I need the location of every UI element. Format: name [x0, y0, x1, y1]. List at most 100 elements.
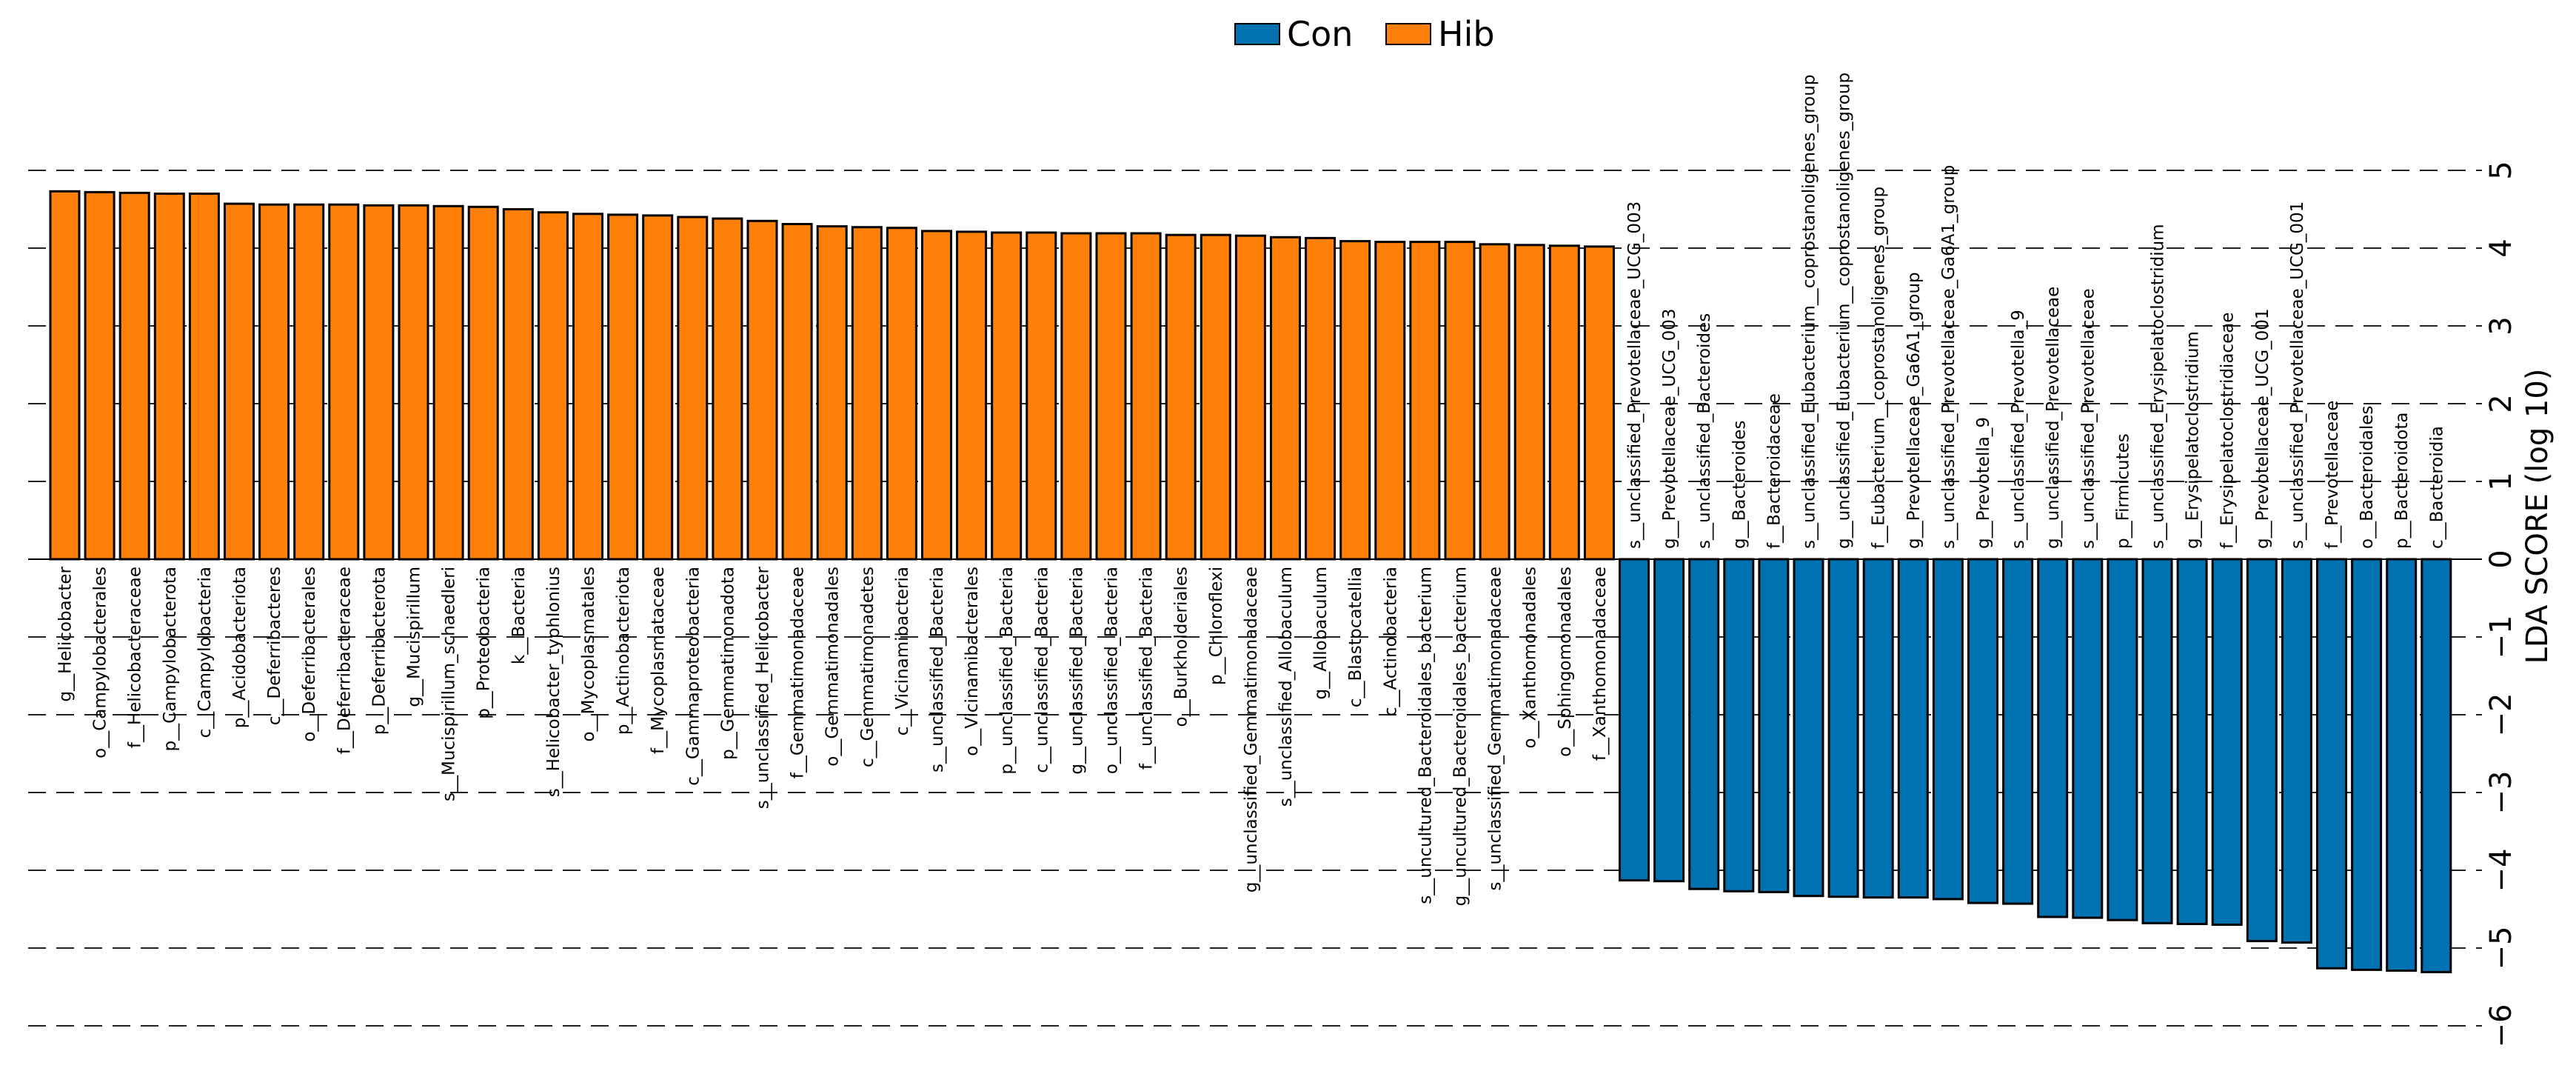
y-axis: LDA SCORE (log 10) 5 4 3 2 1 0 −1 −2 −3 −4 −5 −6	[2484, 161, 2555, 1047]
bar-label: f__Helicobacteraceae	[126, 567, 145, 748]
bar-hib	[49, 190, 81, 561]
bar-label: o__Campylobacterales	[91, 567, 110, 758]
bar-con	[1619, 558, 1650, 882]
y-tick-label: −5	[2484, 927, 2518, 970]
bar-con	[1932, 558, 1964, 901]
bar-con	[2316, 558, 2347, 970]
bar-con	[2037, 558, 2069, 918]
bar-label: p__unclassified_Bacteria	[997, 567, 1017, 775]
bar-hib	[1374, 241, 1406, 561]
bar-label: o__Mycoplasmatales	[579, 567, 598, 741]
bar-con	[2072, 558, 2104, 919]
bar-label: f__Gemmatimonadaceae	[789, 567, 808, 778]
bar-label: g__unclassified_Gemmatimonadaceae	[1242, 567, 1261, 892]
bar-hib	[293, 203, 325, 561]
bar-con	[2176, 558, 2208, 925]
y-tick-label: 5	[2484, 161, 2518, 179]
bar-hib	[1165, 233, 1197, 561]
bar-hib	[432, 204, 464, 561]
y-tick-label: −6	[2484, 1004, 2518, 1048]
bar-label: g__Mucispirillum	[405, 567, 424, 707]
bar-hib	[363, 204, 395, 561]
bar-label: s__unclassified_Eubacterium__coprostanol…	[1800, 75, 1819, 549]
bar-hib	[224, 202, 255, 561]
bar-label: f__Prevotellaceae	[2323, 401, 2342, 549]
bar-hib	[921, 230, 952, 561]
y-tick-label: 1	[2484, 472, 2518, 490]
bar-con	[1793, 558, 1824, 898]
bar-con	[2351, 558, 2383, 971]
bar-label: c__Gemmatimonadetes	[858, 567, 877, 767]
bar-hib	[1583, 245, 1615, 561]
bar-label: p__Proteobacteria	[475, 567, 494, 719]
bar-label: g__Erysipelatoclostridium	[2184, 331, 2203, 549]
legend-label-hib: Hib	[1438, 14, 1495, 54]
bar-label: g__Bacteroides	[1730, 421, 1749, 549]
bar-hib	[1339, 240, 1371, 561]
bar-hib	[746, 219, 778, 561]
legend-label-con: Con	[1287, 14, 1353, 54]
bar-hib	[328, 203, 360, 561]
bar-label: s__unclassified_Prevotella_9	[2009, 310, 2028, 549]
bar-con	[1653, 558, 1685, 883]
bar-labels: g__Helicobacter o__Campylobacterales f__He…	[56, 73, 2447, 906]
bar-hib	[398, 204, 429, 561]
y-tick-label: −2	[2484, 693, 2518, 737]
bar-con	[2211, 558, 2243, 926]
bar-hib	[1026, 231, 1057, 561]
bar-label: o__Xanthomonadales	[1521, 567, 1540, 749]
bar-label: s__unclassified_Gemmatimonadaceae	[1486, 567, 1505, 891]
bar-label: s__unclassified_Bacteroides	[1695, 313, 1714, 549]
bar-hib	[1200, 233, 1231, 561]
bar-con	[1967, 558, 1998, 904]
bar-hib	[1234, 234, 1266, 561]
bar-con	[1688, 558, 1720, 890]
y-tick-label: 0	[2484, 550, 2518, 568]
bar-hib	[153, 193, 185, 561]
bar-hib	[642, 214, 674, 561]
bar-hib	[886, 227, 917, 561]
bar-con	[1723, 558, 1755, 892]
bar-hib	[118, 191, 150, 561]
y-tick-label: 3	[2484, 316, 2518, 335]
bar-label: s__Mucispirillum_schaedleri	[440, 567, 459, 801]
bar-hib	[607, 213, 639, 561]
bar-label: c__Actinobacteria	[1381, 567, 1400, 716]
bar-label: c__Bacteroidia	[2427, 426, 2446, 549]
bar-hib	[677, 216, 709, 561]
bar-label: s__unclassified_Prevotellaceae	[2078, 288, 2098, 549]
bar-label: c__Gammaproteobacteria	[683, 567, 703, 786]
bar-label: o__unclassified_Bacteria	[1103, 567, 1122, 774]
bar-con	[1758, 558, 1790, 893]
bar-hib	[537, 211, 569, 561]
bar-label: g__Prevotellaceae_Ga6A1_group	[1904, 272, 1924, 549]
bar-label: p__Campylobacterota	[161, 567, 180, 751]
bar-hib	[816, 225, 848, 561]
bar-label: s__unclassified_Prevotellaceae_UCG_001	[2288, 201, 2307, 549]
bar-hib	[1060, 232, 1092, 561]
bar-label: o__Vicinamibacterales	[963, 567, 982, 756]
bar-label: o__Deferribacterales	[300, 567, 319, 742]
bar-label: c__Deferribacteres	[265, 567, 284, 725]
bar-label: g__Prevotella_9	[1974, 417, 1993, 549]
bar-hib	[1270, 236, 1301, 561]
bar-con	[1897, 558, 1929, 899]
bar-hib	[258, 203, 290, 561]
bar-label: f__unclassified_Bacteria	[1137, 567, 1157, 770]
bar-label: g__unclassified_Prevotellaceae	[2044, 287, 2063, 549]
y-tick-label: −3	[2484, 771, 2518, 815]
bar-label: g__unclassified_Eubacterium__coprostanol…	[1835, 73, 1854, 549]
bar-con	[2107, 558, 2138, 921]
legend-swatch-hib	[1385, 23, 1431, 45]
bar-label: f__Erysipelatoclostridiaceae	[2218, 313, 2238, 549]
bar-label: p__Firmicutes	[2113, 433, 2132, 549]
bar-label: c__Vicinamibacteria	[893, 567, 912, 735]
bar-con	[2421, 558, 2452, 973]
bar-label: f__Deferribacteraceae	[335, 567, 354, 754]
bar-label: s__unclassified_Helicobacter	[754, 566, 773, 809]
bar-label: f__Mycoplasmataceae	[649, 567, 668, 754]
bar-hib	[1095, 232, 1127, 561]
bar-label: f__Xanthomonadaceae	[1590, 567, 1610, 761]
y-tick-label: 4	[2484, 238, 2518, 257]
